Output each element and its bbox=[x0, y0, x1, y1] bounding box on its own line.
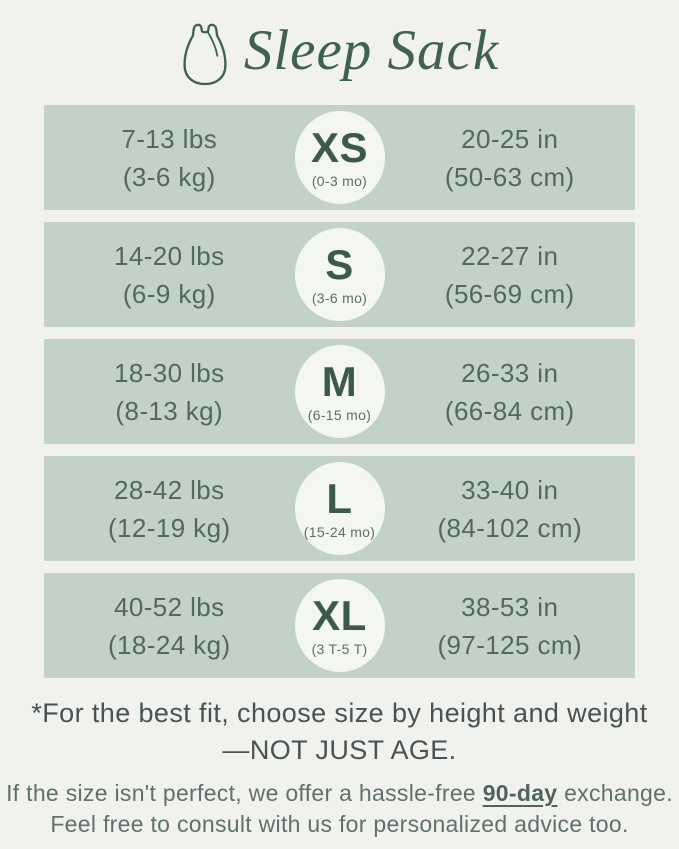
size-row: 18-30 lbs (8-13 kg) M (6-15 mo) 26-33 in… bbox=[44, 339, 635, 444]
weight-kg: (12-19 kg) bbox=[108, 512, 231, 543]
size-badge: XL (3 T-5 T) bbox=[294, 579, 385, 672]
size-table: 7-13 lbs (3-6 kg) XS (0-3 mo) 20-25 in (… bbox=[44, 105, 635, 678]
size-badge: M (6-15 mo) bbox=[294, 345, 385, 438]
size-row: 28-42 lbs (12-19 kg) L (15-24 mo) 33-40 … bbox=[44, 456, 635, 561]
size-row: 14-20 lbs (6-9 kg) S (3-6 mo) 22-27 in (… bbox=[44, 222, 635, 327]
size-badge: XS (0-3 mo) bbox=[294, 111, 385, 204]
size-label: XL bbox=[312, 591, 367, 639]
exchange-emphasis: 90-day bbox=[482, 780, 558, 806]
size-badge: L (15-24 mo) bbox=[294, 462, 385, 555]
exchange-prefix: If the size isn't perfect, we offer a ha… bbox=[6, 780, 483, 806]
height-cm: (97-125 cm) bbox=[437, 629, 583, 660]
header: Sleep Sack bbox=[0, 0, 679, 97]
fit-note-line1: *For the best fit, choose size by height… bbox=[31, 698, 648, 728]
weight-lbs: 28-42 lbs bbox=[113, 474, 225, 505]
age-range: (0-3 mo) bbox=[311, 172, 368, 189]
page-title: Sleep Sack bbox=[243, 19, 500, 82]
size-label: M bbox=[321, 357, 358, 405]
exchange-suffix: exchange. bbox=[557, 780, 673, 806]
weight-kg: (8-13 kg) bbox=[115, 395, 224, 426]
weight-cell: 40-52 lbs (18-24 kg) bbox=[44, 588, 295, 664]
exchange-note-line1: If the size isn't perfect, we offer a ha… bbox=[0, 778, 679, 809]
height-in: 22-27 in bbox=[461, 240, 559, 271]
height-in: 20-25 in bbox=[461, 123, 559, 154]
weight-kg: (3-6 kg) bbox=[122, 161, 216, 192]
weight-kg: (6-9 kg) bbox=[122, 278, 216, 309]
size-badge: S (3-6 mo) bbox=[294, 228, 385, 321]
sleep-sack-icon bbox=[183, 23, 227, 85]
fit-note-line2: —NOT JUST AGE. bbox=[222, 735, 457, 765]
height-cm: (56-69 cm) bbox=[444, 278, 575, 309]
size-label: S bbox=[325, 240, 354, 288]
size-label: L bbox=[326, 474, 353, 522]
weight-cell: 14-20 lbs (6-9 kg) bbox=[44, 237, 295, 313]
age-range: (3-6 mo) bbox=[311, 289, 368, 306]
height-cm: (84-102 cm) bbox=[437, 512, 583, 543]
weight-cell: 7-13 lbs (3-6 kg) bbox=[44, 120, 295, 196]
size-label: XS bbox=[310, 123, 369, 171]
size-row: 7-13 lbs (3-6 kg) XS (0-3 mo) 20-25 in (… bbox=[44, 105, 635, 210]
weight-cell: 18-30 lbs (8-13 kg) bbox=[44, 354, 295, 430]
weight-lbs: 18-30 lbs bbox=[113, 357, 225, 388]
height-in: 33-40 in bbox=[461, 474, 559, 505]
weight-lbs: 7-13 lbs bbox=[121, 123, 218, 154]
height-cell: 20-25 in (50-63 cm) bbox=[385, 120, 636, 196]
weight-cell: 28-42 lbs (12-19 kg) bbox=[44, 471, 295, 547]
height-cell: 33-40 in (84-102 cm) bbox=[385, 471, 636, 547]
height-in: 26-33 in bbox=[461, 357, 559, 388]
age-range: (3 T-5 T) bbox=[311, 640, 368, 657]
weight-lbs: 14-20 lbs bbox=[113, 240, 225, 271]
weight-lbs: 40-52 lbs bbox=[113, 591, 225, 622]
advice-line: Feel free to consult with us for persona… bbox=[50, 811, 629, 837]
height-cell: 26-33 in (66-84 cm) bbox=[385, 354, 636, 430]
height-cm: (66-84 cm) bbox=[444, 395, 575, 426]
height-cell: 22-27 in (56-69 cm) bbox=[385, 237, 636, 313]
height-in: 38-53 in bbox=[461, 591, 559, 622]
age-range: (6-15 mo) bbox=[307, 406, 372, 423]
fit-note: *For the best fit, choose size by height… bbox=[0, 695, 679, 769]
age-range: (15-24 mo) bbox=[303, 523, 376, 540]
height-cell: 38-53 in (97-125 cm) bbox=[385, 588, 636, 664]
weight-kg: (18-24 kg) bbox=[108, 629, 231, 660]
height-cm: (50-63 cm) bbox=[444, 161, 575, 192]
size-row: 40-52 lbs (18-24 kg) XL (3 T-5 T) 38-53 … bbox=[44, 573, 635, 678]
exchange-note: If the size isn't perfect, we offer a ha… bbox=[0, 778, 679, 840]
